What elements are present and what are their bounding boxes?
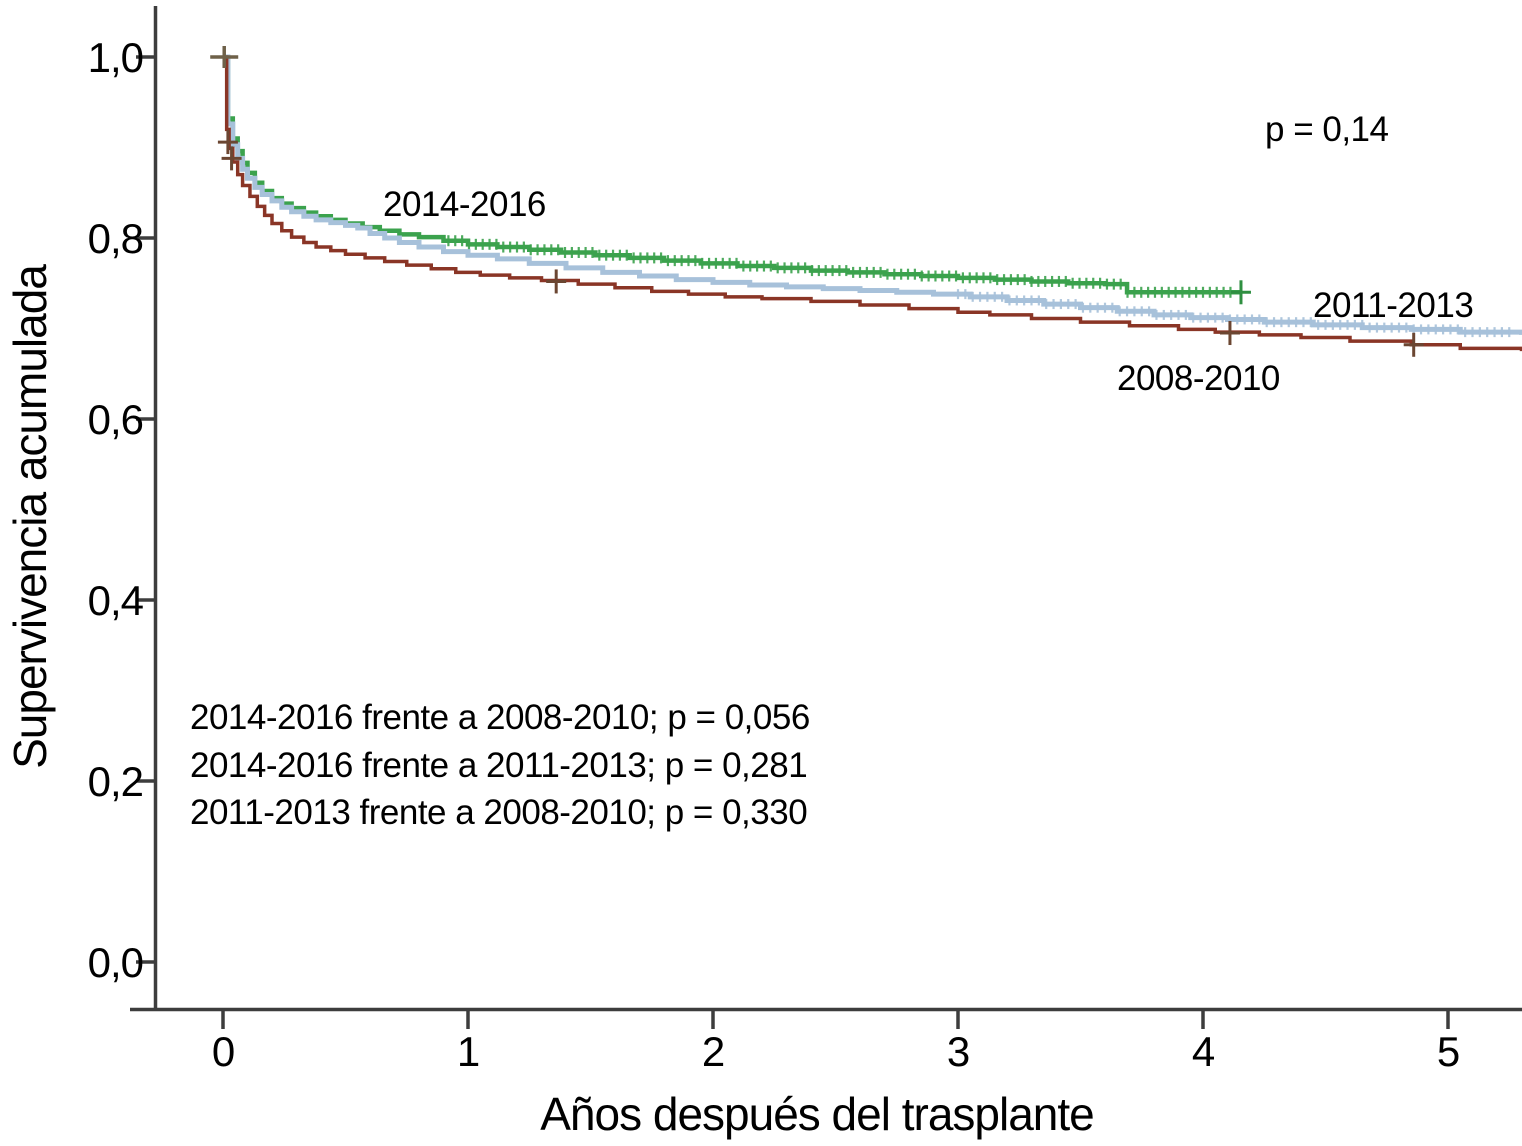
curves-layer xyxy=(210,46,1522,357)
y-tick-label: 0,2 xyxy=(88,758,143,805)
x-axis-title: Años después del trasplante xyxy=(540,1088,1094,1140)
x-tick-label: 2 xyxy=(702,1028,724,1075)
x-tick-label: 4 xyxy=(1192,1028,1215,1075)
curve-label-2014-2016: 2014-2016 xyxy=(383,185,546,224)
x-tick-label: 0 xyxy=(212,1028,234,1075)
comparison-line-1: 2014-2016 frente a 2008-2010; p = 0,056 xyxy=(190,698,810,737)
curve-label-2008-2010: 2008-2010 xyxy=(1117,359,1280,398)
y-tick-label: 0,0 xyxy=(88,939,143,986)
y-axis-title: Supervivencia acumulada xyxy=(4,264,56,769)
y-tick-label: 0,8 xyxy=(88,215,143,262)
curve-2011-2013 xyxy=(223,54,1522,335)
y-tick-label: 0,4 xyxy=(88,577,144,624)
y-tick-label: 1,0 xyxy=(88,34,143,81)
ticks-layer: 0 1 2 3 4 5 0,0 0,2 0,4 0,6 0,8 1,0 xyxy=(88,34,1461,1075)
curve-label-2011-2013: 2011-2013 xyxy=(1313,286,1473,325)
x-tick-label: 5 xyxy=(1437,1028,1459,1075)
p-value-overall: p = 0,14 xyxy=(1265,110,1389,149)
comparison-line-3: 2011-2013 frente a 2008-2010; p = 0,330 xyxy=(190,793,807,832)
x-tick-label: 1 xyxy=(457,1028,479,1075)
y-tick-label: 0,6 xyxy=(88,396,143,443)
curve-2008-2010 xyxy=(223,55,1522,352)
x-tick-label: 3 xyxy=(947,1028,969,1075)
comparison-line-2: 2014-2016 frente a 2011-2013; p = 0,281 xyxy=(190,746,807,785)
